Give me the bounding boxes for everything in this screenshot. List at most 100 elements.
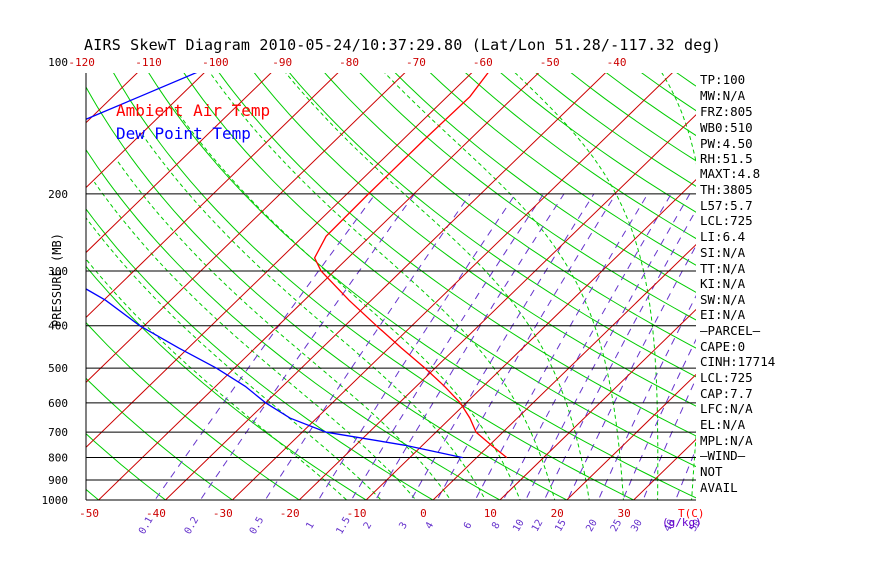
index-entry: PW:4.50 — [700, 136, 753, 151]
mixing-ratio-tick-label: 10 — [511, 518, 527, 534]
mixing-ratio-tick-label: 30 — [629, 518, 645, 534]
dry-adiabat-line — [385, 62, 870, 509]
index-entry: MPL:N/A — [700, 433, 753, 448]
index-entry: LI:6.4 — [700, 229, 745, 244]
index-entry: —WIND— — [700, 448, 745, 463]
mixing-ratio-unit-label: (g/kg) — [662, 516, 702, 529]
bottom-temperature-tick-label: 20 — [551, 507, 564, 520]
mixing-ratio-line — [432, 194, 616, 509]
mixing-ratio-tick-label: 4 — [424, 520, 437, 531]
top-temperature-tick-label: -100 — [202, 56, 229, 69]
legend-ambient-air-temp: Ambient Air Temp — [116, 101, 270, 120]
index-entry: MAXT:4.8 — [700, 166, 760, 181]
mixing-ratio-tick-label: 1 — [304, 520, 317, 531]
index-entry: KI:N/A — [700, 276, 745, 291]
isotherm-line — [0, 62, 15, 509]
pressure-tick-label: 900 — [48, 474, 68, 487]
index-entry: —PARCEL— — [700, 323, 760, 338]
index-entry: TH:3805 — [700, 182, 753, 197]
bottom-temperature-tick-label: -30 — [213, 507, 233, 520]
moist-adiabat-line — [117, 160, 457, 510]
mixing-ratio-tick-label: 12 — [530, 518, 546, 534]
dry-adiabat-line — [454, 62, 870, 509]
isotherm-line — [758, 62, 870, 509]
dry-adiabat-line — [835, 62, 870, 509]
pressure-tick-label: 100 — [48, 56, 68, 69]
pressure-tick-label: 600 — [48, 397, 68, 410]
index-entry: FRZ:805 — [700, 104, 753, 119]
moist-adiabat-line — [208, 70, 557, 509]
top-temperature-tick-label: -90 — [272, 56, 292, 69]
mixing-ratio-tick-label: 3 — [397, 520, 410, 531]
dry-adiabat-line — [766, 62, 870, 509]
index-entry: EI:N/A — [700, 307, 745, 322]
index-entry: SW:N/A — [700, 292, 745, 307]
chart-title: AIRS SkewT Diagram 2010-05-24/10:37:29.8… — [84, 36, 721, 54]
isotherm-line — [223, 62, 684, 509]
mixing-ratio-tick-label: 25 — [609, 518, 625, 534]
index-entry: RH:51.5 — [700, 151, 753, 166]
mixing-ratio-tick-label: 15 — [553, 518, 569, 534]
index-entry: NOT — [700, 464, 723, 479]
bottom-temperature-tick-label: -10 — [347, 507, 367, 520]
y-axis-label: PRESSURE (MB) — [50, 233, 64, 327]
index-entry: TT:N/A — [700, 261, 745, 276]
moist-adiabat-line — [142, 135, 490, 510]
index-entry: WB0:510 — [700, 120, 753, 135]
isotherm-line — [825, 62, 870, 509]
top-temperature-tick-label: -80 — [339, 56, 359, 69]
mixing-ratio-tick-label: 2 — [362, 520, 375, 531]
mixing-ratio-line — [346, 194, 544, 509]
mixing-ratio-tick-label: 0.5 — [248, 515, 267, 536]
mixing-ratio-tick-label: 0.2 — [183, 515, 202, 536]
index-entry: LCL:725 — [700, 213, 753, 228]
index-entry: AVAIL — [700, 480, 738, 495]
top-temperature-tick-label: -40 — [607, 56, 627, 69]
bottom-temperature-tick-label: 10 — [484, 507, 497, 520]
mixing-ratio-line — [619, 194, 770, 509]
index-entry: LFC:N/A — [700, 401, 753, 416]
pressure-tick-label: 800 — [48, 452, 68, 465]
bottom-temperature-tick-label: -50 — [79, 507, 99, 520]
index-entry: CINH:17714 — [700, 354, 775, 369]
ambient-temp-line — [315, 62, 507, 458]
index-entry: EL:N/A — [700, 417, 745, 432]
index-entry: CAPE:0 — [700, 339, 745, 354]
dry-adiabat-line — [0, 62, 42, 509]
top-temperature-tick-label: -70 — [406, 56, 426, 69]
bottom-temperature-tick-label: 30 — [617, 507, 630, 520]
top-temperature-tick-label: -50 — [540, 56, 560, 69]
bottom-temperature-tick-label: -20 — [280, 507, 300, 520]
dry-adiabat-line — [38, 62, 517, 509]
pressure-tick-label: 1000 — [42, 494, 69, 507]
dry-adiabat-line — [177, 62, 788, 509]
mixing-ratio-line — [313, 194, 516, 509]
index-entry: LCL:725 — [700, 370, 753, 385]
index-entry: TP:100 — [700, 72, 745, 87]
mixing-ratio-tick-label: 6 — [462, 520, 475, 531]
moist-adiabat-line — [74, 202, 390, 510]
pressure-tick-label: 500 — [48, 362, 68, 375]
top-temperature-tick-label: -110 — [135, 56, 162, 69]
mixing-ratio-tick-label: 20 — [584, 518, 600, 534]
dry-adiabat-line — [800, 62, 870, 509]
mixing-ratio-line — [370, 194, 564, 509]
top-temperature-tick-label: -120 — [68, 56, 95, 69]
pressure-tick-label: 700 — [48, 426, 68, 439]
dry-adiabat-line — [489, 62, 870, 509]
bottom-temperature-tick-label: 0 — [420, 507, 427, 520]
dry-adiabat-line — [523, 62, 870, 509]
dry-adiabat-line — [246, 62, 870, 509]
moist-adiabat-line — [55, 219, 356, 510]
moist-adiabat-line — [655, 62, 705, 509]
index-entry: SI:N/A — [700, 245, 745, 260]
top-temperature-tick-label: -60 — [473, 56, 493, 69]
isotherm-line — [0, 62, 82, 509]
mixing-ratio-tick-label: 8 — [490, 520, 503, 531]
index-entry: CAP:7.7 — [700, 386, 753, 401]
dry-adiabat-line — [281, 62, 870, 509]
moist-adiabat-line — [277, 62, 591, 509]
legend-dew-point-temp: Dew Point Temp — [116, 124, 251, 143]
pressure-tick-label: 200 — [48, 188, 68, 201]
isotherm-line — [290, 62, 751, 509]
